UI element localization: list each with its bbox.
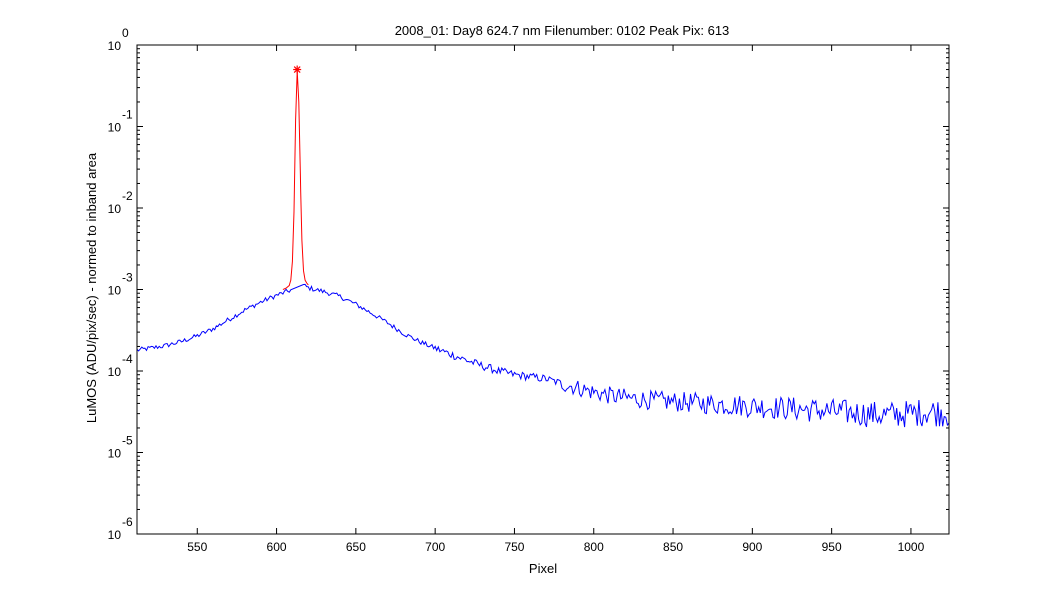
x-tick-label: 550 xyxy=(187,540,207,554)
y-tick-label-base: 10 xyxy=(108,447,122,461)
y-tick-label: 10-1 xyxy=(108,108,133,135)
x-axis-label: Pixel xyxy=(529,561,557,576)
x-tick-label: 1000 xyxy=(898,540,925,554)
y-tick-label-base: 10 xyxy=(108,202,122,216)
plot-layer xyxy=(137,65,949,428)
y-tick-label-base: 10 xyxy=(108,39,122,53)
y-tick-label-exponent: -6 xyxy=(122,515,133,529)
y-tick-label: 100 xyxy=(108,26,129,53)
y-tick-label-exponent: -3 xyxy=(122,271,133,285)
x-tick-label: 900 xyxy=(742,540,762,554)
peak-series-line xyxy=(282,70,309,290)
y-tick-label-base: 10 xyxy=(108,365,122,379)
y-tick-label-base: 10 xyxy=(108,121,122,135)
chart-title: 2008_01: Day8 624.7 nm Filenumber: 0102 … xyxy=(395,23,730,38)
axes-layer: 550 600 650 700 750 800 850 900 950 100010010-110… xyxy=(108,26,950,554)
x-tick-label: 600 xyxy=(267,540,287,554)
y-tick-label: 10-4 xyxy=(108,352,133,379)
x-tick-label: 950 xyxy=(822,540,842,554)
x-tick-label: 650 xyxy=(346,540,366,554)
plot-area xyxy=(137,70,949,428)
y-tick-label-exponent: -2 xyxy=(122,189,133,203)
y-tick-label-base: 10 xyxy=(108,284,122,298)
y-tick-label-exponent: -1 xyxy=(122,108,133,122)
x-tick-label: 850 xyxy=(663,540,683,554)
y-tick-label: 10-6 xyxy=(108,515,133,542)
x-tick-label: 700 xyxy=(425,540,445,554)
y-tick-label-exponent: -4 xyxy=(122,352,133,366)
background-series-line xyxy=(137,283,949,428)
y-tick-label: 10-2 xyxy=(108,189,133,216)
x-tick-label: 800 xyxy=(584,540,604,554)
y-tick-label-exponent: 0 xyxy=(122,26,129,40)
y-tick-label-base: 10 xyxy=(108,528,122,542)
y-axis-label: LuMOS (ADU/pix/sec) - normed to inband a… xyxy=(84,152,99,423)
y-tick-label: 10-3 xyxy=(108,271,133,298)
y-tick-label-exponent: -5 xyxy=(122,434,133,448)
x-tick-label: 750 xyxy=(504,540,524,554)
y-tick-label: 10-5 xyxy=(108,434,133,461)
peak-marker xyxy=(293,65,302,74)
